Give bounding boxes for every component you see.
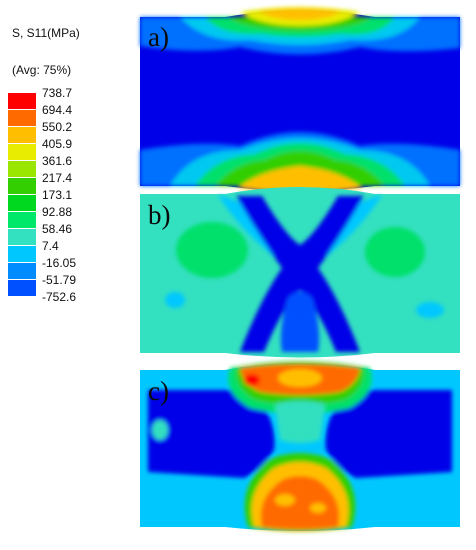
legend-swatch-1: [8, 110, 36, 126]
legend-tick: 173.1: [42, 188, 73, 202]
panel-label-b: b): [148, 200, 171, 230]
legend-tick: -51.79: [42, 273, 77, 287]
legend-tick: 361.6: [42, 154, 73, 168]
legend-swatch-0: [8, 93, 36, 109]
panel-c-contour: [140, 361, 460, 532]
legend-tick: 58.46: [42, 222, 73, 236]
legend-swatch-4: [8, 161, 36, 177]
legend-tick: 738.7: [42, 86, 73, 100]
legend-title: S, S11(MPa): [12, 26, 80, 40]
legend-tick: 550.2: [42, 120, 73, 134]
legend-tick: 217.4: [42, 171, 73, 185]
legend-swatch-10: [8, 263, 36, 279]
legend-swatch-9: [8, 246, 36, 262]
panel-b-contour: [140, 187, 460, 358]
legend-tick: 694.4: [42, 103, 73, 117]
legend-swatch-7: [8, 212, 36, 228]
legend-swatch-2: [8, 127, 36, 143]
panel-label-c: c): [148, 376, 169, 406]
legend-tick: -16.05: [42, 256, 77, 270]
legend-tick: -752.6: [42, 290, 77, 304]
legend-tick: 92.88: [42, 205, 73, 219]
panel-label-a: a): [148, 22, 169, 52]
legend-swatch-11: [8, 280, 36, 296]
legend-subtitle: (Avg: 75%): [12, 63, 72, 77]
legend-tick: 405.9: [42, 137, 73, 151]
panel-a-contour: [140, 7, 460, 193]
legend-tick: 7.4: [42, 239, 59, 253]
legend-swatch-3: [8, 144, 36, 160]
legend-swatch-6: [8, 195, 36, 211]
legend-swatch-5: [8, 178, 36, 194]
legend-swatch-8: [8, 229, 36, 245]
